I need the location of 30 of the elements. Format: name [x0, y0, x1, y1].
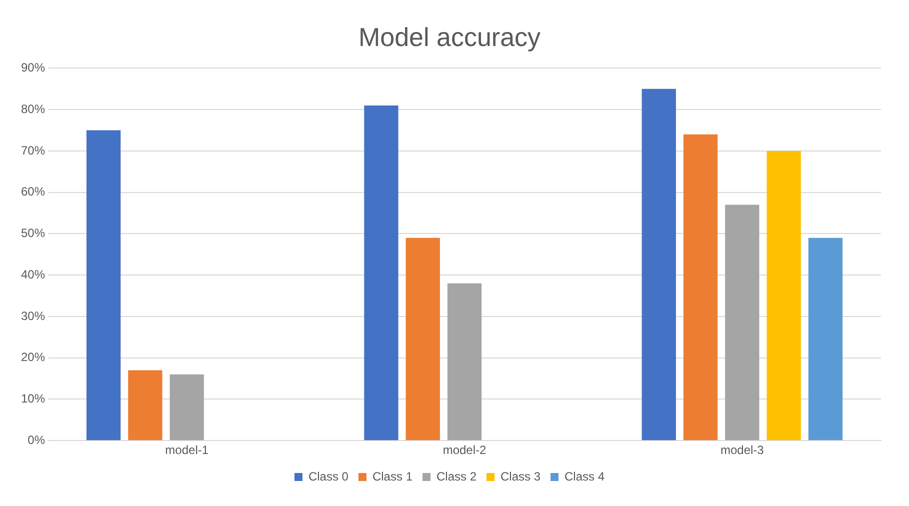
bar — [447, 283, 482, 440]
bar — [808, 238, 843, 440]
y-tick-label: 60% — [20, 184, 46, 199]
y-tick-label: 40% — [20, 267, 46, 282]
y-tick-label: 90% — [20, 60, 46, 75]
legend-label: Class 4 — [564, 469, 605, 484]
y-tick-label: 80% — [20, 102, 46, 116]
bar — [170, 374, 204, 440]
x-tick-label: model-1 — [165, 443, 209, 458]
chart-title: Model accuracy — [358, 22, 541, 52]
y-tick-label: 10% — [20, 392, 46, 406]
x-tick-label: model-3 — [720, 443, 764, 458]
legend-label: Class 3 — [500, 469, 541, 484]
y-tick-label: 0% — [28, 432, 46, 447]
legend-label: Class 0 — [308, 469, 349, 484]
y-tick-label: 70% — [20, 143, 46, 158]
bar — [766, 150, 801, 440]
bar — [86, 130, 121, 440]
y-tick-label: 50% — [20, 226, 46, 240]
bar — [364, 105, 398, 440]
bar — [683, 134, 718, 440]
bar — [725, 204, 760, 440]
bar — [128, 370, 162, 440]
x-tick-label: model-2 — [442, 443, 487, 458]
bar — [642, 88, 676, 440]
legend-label: Class 1 — [372, 469, 413, 484]
y-tick-label: 30% — [20, 308, 46, 323]
y-tick-label: 20% — [20, 350, 46, 364]
bar — [406, 238, 440, 440]
legend-label: Class 2 — [436, 469, 477, 484]
